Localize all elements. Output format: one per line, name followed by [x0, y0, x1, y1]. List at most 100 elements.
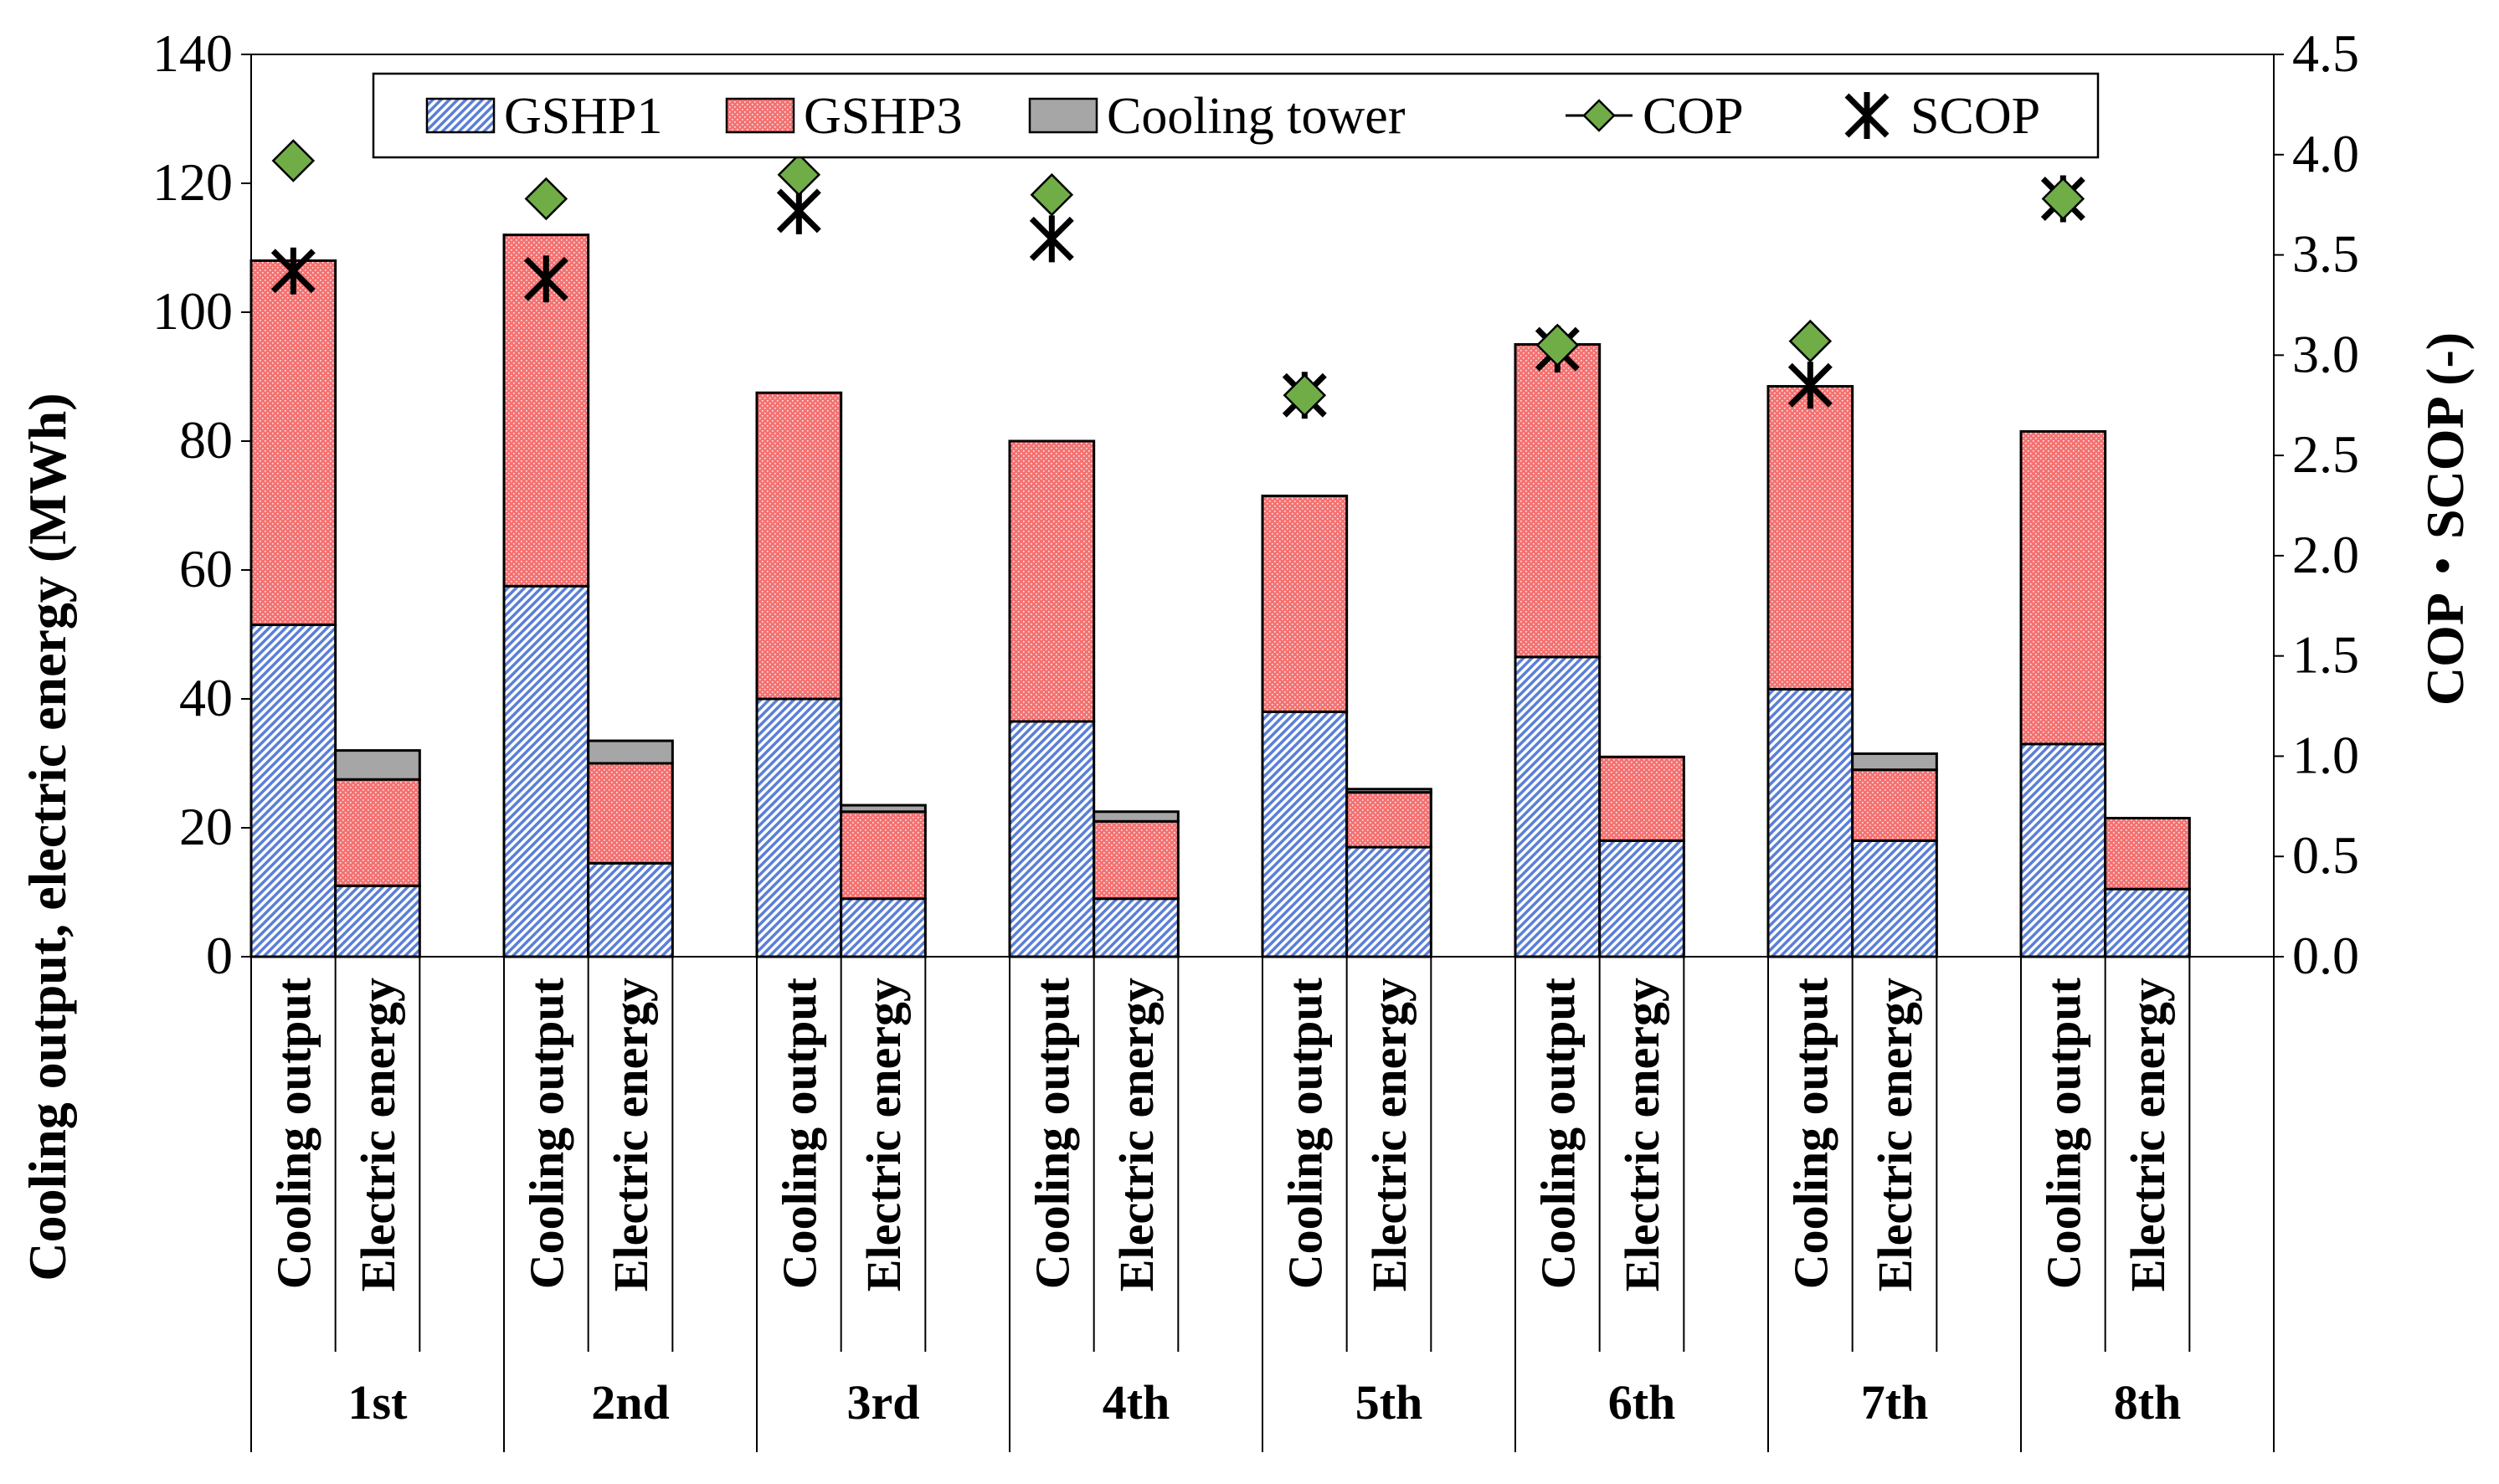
bar-category-label: Electric energy — [1362, 978, 1417, 1291]
legend: GSHP1 GSHP3 Cooling tower COP SCOP — [372, 72, 2100, 159]
y-axis-title: Cooling output, electric energy (MWh) — [18, 393, 77, 1281]
group-label: 5th — [1355, 1375, 1423, 1430]
legend-swatch-gshp3 — [725, 97, 795, 134]
group-label: 1st — [348, 1375, 409, 1430]
bar-gshp1-electric — [1598, 839, 1685, 958]
bar-gshp1-cooling — [502, 584, 590, 958]
legend-swatch-gshp1 — [425, 97, 496, 134]
bar-gshp3-electric — [840, 810, 927, 901]
y2-tick-label: 0.5 — [2292, 825, 2359, 885]
bar-gshp1-cooling — [755, 697, 843, 958]
bar-category-label: Cooling output — [2036, 977, 2090, 1289]
bars — [249, 234, 2191, 958]
y-tick-label: 80 — [179, 410, 233, 470]
y2-tick-label: 2.5 — [2292, 424, 2359, 484]
group-label: 8th — [2114, 1375, 2182, 1430]
bar-category-label: Cooling output — [1025, 977, 1079, 1289]
bar-gshp3-electric — [1345, 791, 1432, 849]
bar-gshp3-cooling — [1008, 439, 1096, 723]
cop-marker — [1535, 323, 1580, 367]
bar-cooling-tower-electric — [334, 749, 421, 781]
bar-category-label: Cooling output — [1783, 977, 1838, 1289]
bar-gshp3-cooling — [2019, 429, 2107, 746]
y-tick-label: 120 — [152, 152, 233, 212]
axes: 0 20 40 60 80 100 120 140 0.0 0.5 1.0 1.5 2.0 2.5 3.0 3… — [152, 23, 2359, 985]
bar-gshp1-electric — [1851, 839, 1938, 958]
y2-tick-label: 4.0 — [2292, 124, 2359, 183]
legend-swatch-scop — [1844, 92, 1890, 139]
legend-label-gshp1: GSHP1 — [504, 88, 663, 145]
bar-gshp3-cooling — [1261, 494, 1349, 713]
cop-marker — [271, 139, 316, 182]
group-label: 3rd — [847, 1375, 920, 1430]
bar-category-label: Electric energy — [856, 978, 911, 1291]
bar-gshp1-electric — [587, 861, 674, 958]
y-tick-label: 60 — [179, 539, 233, 598]
bar-gshp3-cooling — [249, 259, 337, 626]
cop-marker — [777, 152, 821, 197]
category-labels: Cooling output Electric energy 1st Cooling … — [250, 957, 2275, 1452]
bar-category-label: Electric energy — [351, 978, 405, 1291]
legend-swatch-cop — [1582, 99, 1616, 132]
bar-category-label: Cooling output — [1530, 977, 1585, 1289]
bar-gshp3-electric — [587, 762, 674, 865]
cop-marker — [524, 177, 568, 221]
scop-marker — [270, 247, 316, 295]
bar-category-label: Electric energy — [604, 978, 658, 1291]
y2-tick-label: 0.0 — [2292, 926, 2359, 985]
bar-gshp3-electric — [1598, 755, 1685, 842]
bar-category-label: Cooling output — [266, 977, 321, 1289]
bar-gshp1-cooling — [1261, 710, 1349, 958]
bar-gshp3-electric — [2104, 816, 2191, 891]
scop-marker — [1029, 215, 1074, 263]
legend-label-cooling-tower: Cooling tower — [1107, 88, 1406, 145]
bar-cooling-tower-electric — [840, 804, 927, 814]
group-label: 6th — [1608, 1375, 1676, 1430]
bar-gshp3-electric — [1093, 819, 1180, 901]
bar-cooling-tower-electric — [587, 739, 674, 765]
y2-tick-label: 1.0 — [2292, 725, 2359, 784]
y2-tick-label: 3.0 — [2292, 324, 2359, 383]
y2-axis-title: COP・SCOP (-) — [2415, 332, 2475, 706]
bar-category-label: Electric energy — [2121, 978, 2175, 1291]
bar-gshp3-electric — [1851, 768, 1938, 842]
legend-swatch-cooling-tower — [1028, 97, 1098, 134]
bar-category-label: Electric energy — [1109, 978, 1164, 1291]
scop-marker — [523, 255, 568, 303]
bar-gshp1-electric — [2104, 887, 2191, 958]
cop-marker — [2041, 177, 2085, 221]
legend-label-scop: SCOP — [1910, 88, 2040, 145]
legend-label-gshp3: GSHP3 — [804, 88, 963, 145]
legend-box — [372, 72, 2100, 159]
bar-gshp1-electric — [1093, 897, 1180, 958]
cop-marker — [1283, 373, 1327, 418]
bar-category-label: Cooling output — [1278, 977, 1332, 1289]
bar-gshp1-cooling — [1514, 655, 1602, 958]
bar-cooling-tower-electric — [1345, 788, 1432, 794]
cop-marker — [1788, 319, 1833, 363]
y2-tick-label: 1.5 — [2292, 625, 2359, 685]
bar-gshp1-cooling — [2019, 742, 2107, 958]
y-tick-label: 40 — [179, 668, 233, 727]
y2-tick-label: 4.5 — [2292, 23, 2359, 83]
bar-gshp3-cooling — [1514, 343, 1602, 659]
bar-gshp1-electric — [334, 884, 421, 958]
group-label: 2nd — [591, 1375, 670, 1430]
group-label: 4th — [1103, 1375, 1170, 1430]
y2-tick-label: 3.5 — [2292, 224, 2359, 284]
bar-gshp1-cooling — [1766, 687, 1854, 958]
cop-marker — [1030, 172, 1074, 217]
bar-gshp3-cooling — [1766, 385, 1854, 691]
bar-gshp1-electric — [1345, 845, 1432, 958]
y-tick-label: 100 — [152, 281, 233, 341]
bar-gshp1-cooling — [1008, 720, 1096, 958]
group-label: 7th — [1861, 1375, 1929, 1430]
y-tick-label: 0 — [206, 926, 233, 985]
bar-category-label: Cooling output — [519, 977, 573, 1289]
scop-marker — [1787, 362, 1833, 409]
bar-category-label: Cooling output — [772, 977, 826, 1289]
y2-tick-label: 2.0 — [2292, 525, 2359, 584]
bar-cooling-tower-electric — [1851, 752, 1938, 772]
